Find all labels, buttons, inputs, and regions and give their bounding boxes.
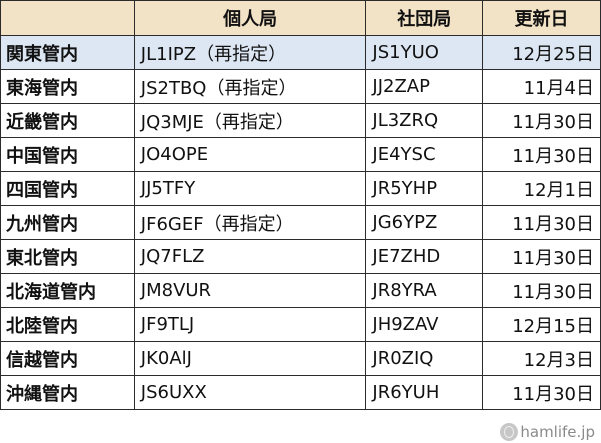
date-cell: 11月30日 <box>482 103 601 138</box>
region-cell: 九州管内 <box>0 205 135 240</box>
table-row: 信越管内 JK0AlJ JR0ZIQ 12月3日 <box>0 341 601 376</box>
club-callsign-cell: JR0ZIQ <box>365 341 484 376</box>
personal-callsign-cell: JS2TBQ（再指定） <box>133 69 367 104</box>
date-cell: 12月1日 <box>482 171 601 206</box>
personal-callsign-cell: JQ7FLZ <box>133 239 367 274</box>
personal-callsign-cell: JO4OPE <box>133 137 367 172</box>
table-row: 中国管内 JO4OPE JE4YSC 11月30日 <box>0 137 601 172</box>
callsign-table: 個人局 社団局 更新日 関東管内 JL1IPZ（再指定） JS1YUO 12月2… <box>0 0 601 410</box>
table-row: 東北管内 JQ7FLZ JE7ZHD 11月30日 <box>0 239 601 274</box>
date-cell: 12月25日 <box>482 35 601 70</box>
table-row: 九州管内 JF6GEF（再指定） JG6YPZ 11月30日 <box>0 205 601 240</box>
table-row: 近畿管内 JQ3MJE（再指定） JL3ZRQ 11月30日 <box>0 103 601 138</box>
region-cell: 北海道管内 <box>0 273 135 308</box>
region-cell: 沖縄管内 <box>0 375 135 410</box>
watermark-text: hamlife.jp <box>520 423 595 441</box>
club-callsign-cell: JE7ZHD <box>365 239 484 274</box>
date-cell: 11月30日 <box>482 273 601 308</box>
personal-callsign-cell: JQ3MJE（再指定） <box>133 103 367 138</box>
header-date: 更新日 <box>482 0 601 36</box>
personal-callsign-cell: JF6GEF（再指定） <box>133 205 367 240</box>
header-club: 社団局 <box>365 0 484 36</box>
personal-callsign-cell: JJ5TFY <box>133 171 367 206</box>
table-row: 関東管内 JL1IPZ（再指定） JS1YUO 12月25日 <box>0 35 601 70</box>
club-callsign-cell: JH9ZAV <box>365 307 484 342</box>
header-personal: 個人局 <box>133 0 367 36</box>
region-cell: 関東管内 <box>0 35 135 70</box>
region-cell: 東海管内 <box>0 69 135 104</box>
club-callsign-cell: JE4YSC <box>365 137 484 172</box>
header-region <box>0 0 135 36</box>
date-cell: 11月30日 <box>482 239 601 274</box>
region-cell: 北陸管内 <box>0 307 135 342</box>
header-row: 個人局 社団局 更新日 <box>0 0 601 36</box>
date-cell: 11月30日 <box>482 375 601 410</box>
club-callsign-cell: JR5YHP <box>365 171 484 206</box>
region-cell: 近畿管内 <box>0 103 135 138</box>
club-callsign-cell: JL3ZRQ <box>365 103 484 138</box>
region-cell: 中国管内 <box>0 137 135 172</box>
club-callsign-cell: JR6YUH <box>365 375 484 410</box>
region-cell: 東北管内 <box>0 239 135 274</box>
table-row: 四国管内 JJ5TFY JR5YHP 12月1日 <box>0 171 601 206</box>
date-cell: 11月30日 <box>482 205 601 240</box>
club-callsign-cell: JR8YRA <box>365 273 484 308</box>
globe-icon <box>500 423 519 441</box>
personal-callsign-cell: JL1IPZ（再指定） <box>133 35 367 70</box>
table-row: 北陸管内 JF9TLJ JH9ZAV 12月15日 <box>0 307 601 342</box>
club-callsign-cell: JG6YPZ <box>365 205 484 240</box>
club-callsign-cell: JS1YUO <box>365 35 484 70</box>
table-row: 沖縄管内 JS6UXX JR6YUH 11月30日 <box>0 375 601 410</box>
personal-callsign-cell: JK0AlJ <box>133 341 367 376</box>
personal-callsign-cell: JS6UXX <box>133 375 367 410</box>
date-cell: 12月15日 <box>482 307 601 342</box>
club-callsign-cell: JJ2ZAP <box>365 69 484 104</box>
table-row: 東海管内 JS2TBQ（再指定） JJ2ZAP 11月4日 <box>0 69 601 104</box>
personal-callsign-cell: JM8VUR <box>133 273 367 308</box>
region-cell: 信越管内 <box>0 341 135 376</box>
table-row: 北海道管内 JM8VUR JR8YRA 11月30日 <box>0 273 601 308</box>
watermark: hamlife.jp <box>500 423 595 441</box>
date-cell: 12月3日 <box>482 341 601 376</box>
personal-callsign-cell: JF9TLJ <box>133 307 367 342</box>
region-cell: 四国管内 <box>0 171 135 206</box>
date-cell: 11月4日 <box>482 69 601 104</box>
date-cell: 11月30日 <box>482 137 601 172</box>
